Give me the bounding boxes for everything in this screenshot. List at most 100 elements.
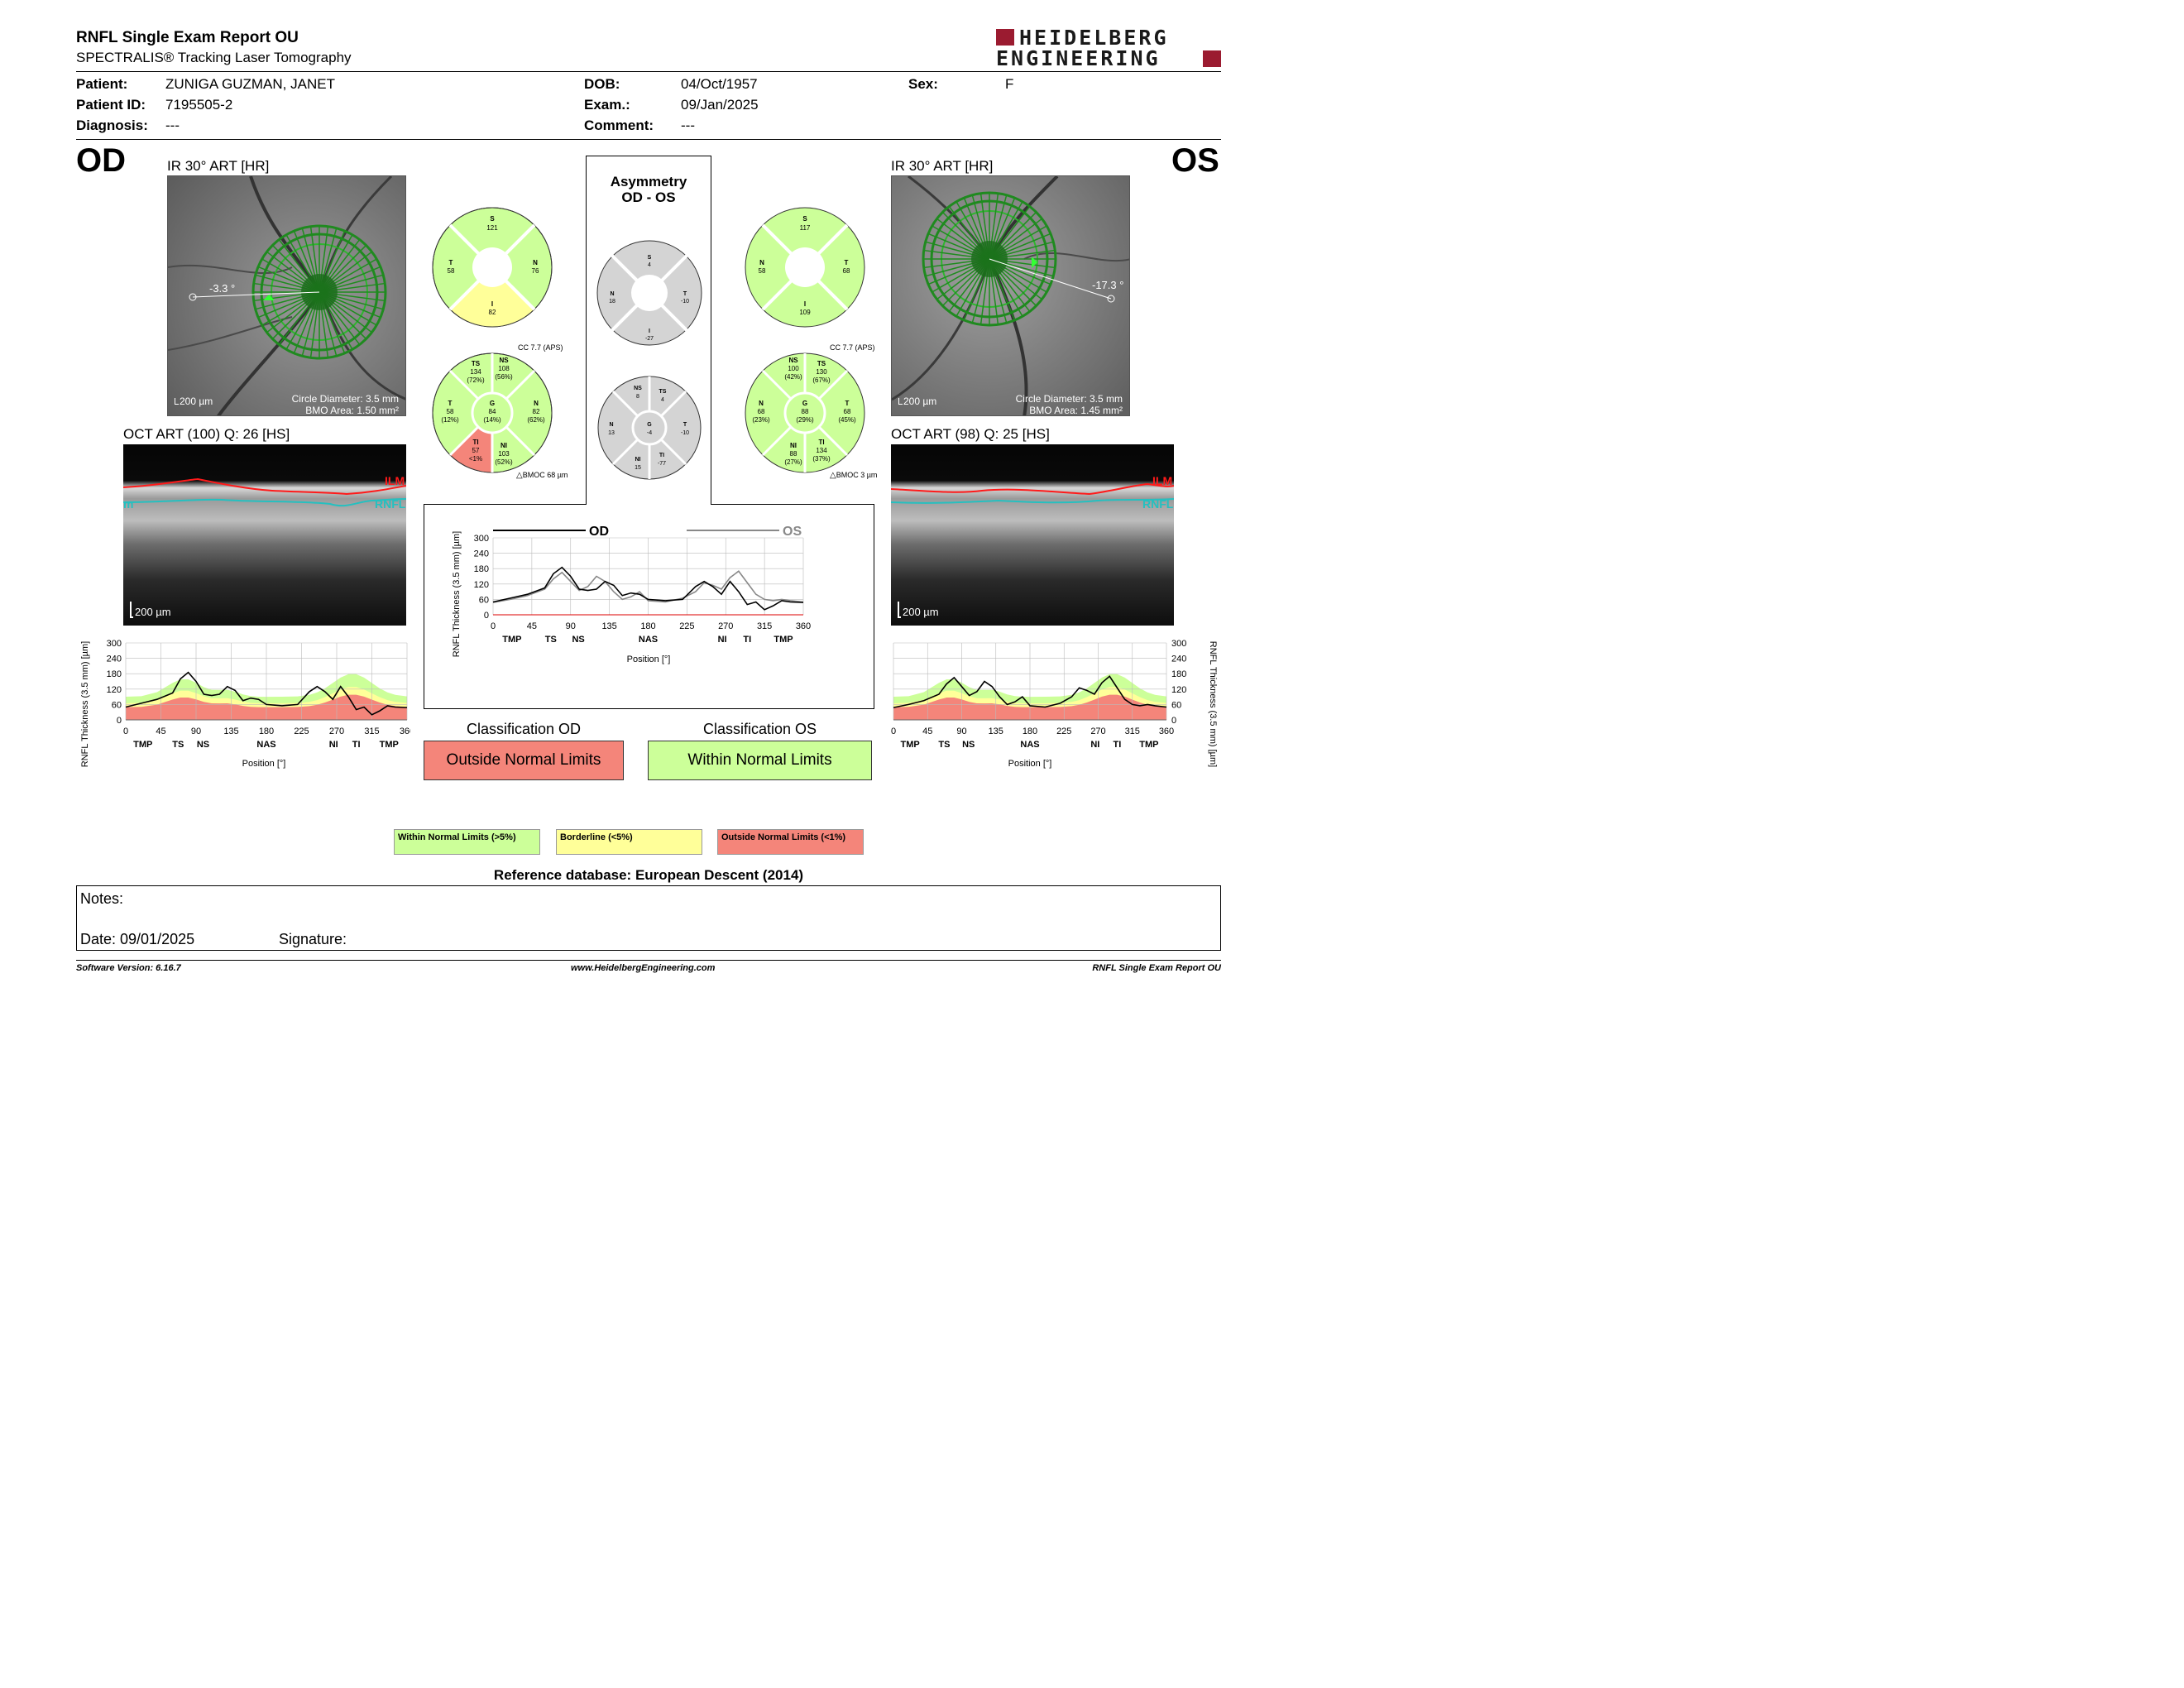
os-i-value: 109 — [799, 309, 811, 316]
os-scale-bar: 200 µm — [898, 396, 936, 407]
website-link[interactable]: www.HeidelbergEngineering.com — [571, 963, 716, 973]
svg-text:I: I — [491, 300, 493, 308]
od-t-value: 58 — [448, 267, 455, 275]
y-tick-label: 120 — [107, 685, 122, 695]
date-label: Date: 09/01/2025 — [80, 931, 195, 947]
rnfl-comparison-chart: OD OS 0 60 120 180 240 300 0 45 90 135 180 225 270 31… — [452, 525, 811, 664]
svg-text:NS: NS — [634, 386, 642, 391]
svg-text:NI: NI — [635, 457, 641, 463]
x-tick-label: 225 — [294, 727, 309, 736]
x-tick-label: 90 — [191, 727, 201, 736]
x-tick-label: 45 — [922, 727, 932, 736]
od-rnfl-label-left: m — [123, 497, 134, 511]
asymmetry-sector-chart: NS 8 TS 4 N 13 G -4 T -10 NI 15 TI -77 — [597, 376, 702, 480]
y-tick-label: 300 — [107, 639, 122, 649]
svg-text:N: N — [759, 400, 764, 407]
legend-within-normal: Within Normal Limits (>5%) — [394, 829, 540, 855]
sector-label: NI — [718, 635, 727, 645]
sector-label: NS — [962, 740, 975, 750]
y-tick-label: 0 — [484, 611, 489, 621]
series-line-od — [125, 671, 408, 716]
sector-label: TI — [352, 740, 361, 750]
report-subtitle: SPECTRALIS® Tracking Laser Tomography — [76, 50, 352, 65]
od-fundus-image[interactable]: -3.3 ° 200 µm Circle Diameter: 3.5 mm BM… — [167, 175, 406, 416]
od-s-value: 121 — [486, 224, 498, 232]
notes-box[interactable]: Notes: Date: 09/01/2025 Signature: — [76, 885, 1221, 951]
asym-ni-value: 15 — [635, 465, 641, 471]
sector-label: TMP — [133, 740, 152, 750]
od-rnfl-chart: 06012018024030004590135180225270315360TM… — [80, 639, 410, 769]
y-tick-label: 300 — [1171, 639, 1186, 649]
asymmetry-quadrant-chart: S 4 N 18 T -10 I -27 — [596, 240, 702, 346]
comment-value: --- — [681, 117, 695, 133]
asym-n-value: 18 — [609, 299, 615, 305]
os-t6-value: 68 — [844, 408, 851, 415]
x-tick-label: 270 — [329, 727, 344, 736]
y-tick-label: 120 — [474, 580, 489, 590]
x-tick-label: 360 — [400, 727, 410, 736]
od-circle-diameter: Circle Diameter: 3.5 mm — [291, 393, 399, 405]
od-oct-title: OCT ART (100) Q: 26 [HS] — [123, 426, 290, 442]
od-bmo-area: BMO Area: 1.50 mm² — [305, 405, 399, 416]
heidelberg-logo: HEIDELBERG ENGINEERING — [996, 26, 1221, 70]
patient-id: 7195505-2 — [165, 97, 233, 113]
od-g-pct: (14%) — [483, 416, 501, 424]
od-g-value: 84 — [489, 408, 496, 415]
x-tick-label: 225 — [679, 621, 694, 631]
sector-label: NI — [329, 740, 338, 750]
dob-value: 04/Oct/1957 — [681, 76, 758, 92]
od-ilm-label: ILM — [385, 474, 405, 487]
svg-text:TS: TS — [817, 360, 826, 367]
od-ns-pct: (56%) — [495, 373, 513, 381]
os-fundus-image[interactable]: -17.3 ° 200 µm Circle Diameter: 3.5 mm B… — [891, 175, 1130, 416]
legend-os: OS — [783, 525, 802, 539]
os-g-value: 88 — [802, 408, 809, 415]
od-ti-value: 57 — [472, 447, 480, 454]
x-tick-label: 270 — [1090, 727, 1105, 736]
os-ir-title: IR 30° ART [HR] — [891, 158, 994, 174]
patient-label: Patient: — [76, 76, 128, 92]
x-tick-label: 45 — [156, 727, 165, 736]
os-oct-image[interactable]: ILM RNFL 200 µm — [891, 444, 1174, 626]
os-oct-scale: 200 µm — [898, 602, 939, 618]
asym-ns-value: 8 — [636, 394, 639, 400]
y-tick-label: 240 — [107, 655, 122, 664]
legend-borderline: Borderline (<5%) — [556, 829, 702, 855]
reference-database: Reference database: European Descent (20… — [493, 867, 804, 883]
svg-text:NI: NI — [790, 442, 797, 449]
svg-text:TI: TI — [659, 453, 664, 458]
svg-text:S: S — [648, 255, 652, 261]
os-ilm-label: ILM — [1152, 474, 1173, 487]
os-ts-pct: (67%) — [812, 376, 831, 384]
od-oct-image[interactable]: ILM RNFL m 200 µm — [123, 444, 406, 626]
asym-g-value: -4 — [647, 430, 652, 436]
patient-name: ZUNIGA GUZMAN, JANET — [165, 76, 335, 92]
x-tick-label: 180 — [640, 621, 655, 631]
os-xlabel: Position [°] — [1008, 759, 1052, 769]
y-tick-label: 120 — [1171, 685, 1186, 695]
sector-label: NS — [197, 740, 209, 750]
os-s-value: 117 — [800, 224, 811, 232]
od-t6-pct: (12%) — [441, 416, 459, 424]
svg-text:TI: TI — [818, 439, 824, 446]
x-tick-label: 315 — [1125, 727, 1140, 736]
os-ns-value: 100 — [788, 365, 799, 372]
asym-i-value: -27 — [645, 336, 654, 342]
x-tick-label: 270 — [718, 621, 733, 631]
od-i-value: 82 — [489, 309, 496, 316]
os-sector-chart: NS 100 (42%) TS 130 (67%) N 68 (23%) G 8… — [745, 352, 865, 473]
os-classification-label: Classification OS — [702, 721, 817, 737]
y-tick-label: 0 — [1171, 716, 1176, 726]
os-ns-pct: (42%) — [784, 373, 802, 381]
y-tick-label: 300 — [474, 534, 489, 544]
svg-text:I: I — [804, 300, 806, 308]
sector-label: NAS — [256, 740, 275, 750]
y-tick-label: 60 — [1171, 700, 1181, 710]
svg-text:N: N — [610, 291, 614, 297]
svg-text:NI: NI — [500, 442, 507, 449]
svg-text:N: N — [759, 259, 764, 266]
y-tick-label: 60 — [112, 700, 122, 710]
sector-label: TMP — [901, 740, 920, 750]
x-tick-label: 0 — [891, 727, 896, 736]
x-tick-label: 135 — [223, 727, 238, 736]
